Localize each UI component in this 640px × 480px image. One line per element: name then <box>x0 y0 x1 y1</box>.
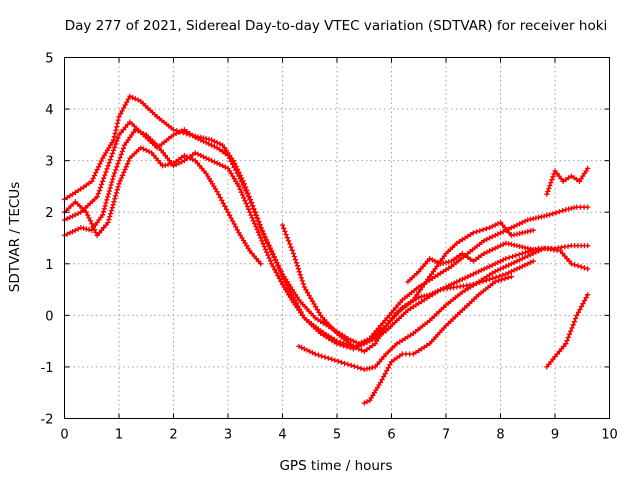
y-tick-label: -1 <box>41 361 54 376</box>
series-G-markers <box>405 240 542 285</box>
y-tick-label: 3 <box>45 155 53 170</box>
x-tick-label: 4 <box>278 428 286 443</box>
series-I <box>544 165 591 197</box>
x-tick-label: 9 <box>551 428 559 443</box>
chart-title: Day 277 of 2021, Sidereal Day-to-day VTE… <box>65 18 608 34</box>
x-tick-label: 10 <box>601 428 618 443</box>
axis-ticks: 0 1 2 3 4 5 6 7 8 9 10 -2 -1 0 1 2 3 4 5 <box>41 52 618 443</box>
x-tick-label: 7 <box>442 428 450 443</box>
y-tick-label: 2 <box>45 206 53 221</box>
series-H-markers <box>361 274 514 406</box>
y-tick-label: 0 <box>45 309 53 324</box>
x-tick-label: 3 <box>224 428 232 443</box>
x-tick-label: 6 <box>387 428 395 443</box>
y-tick-label: 1 <box>45 258 53 273</box>
series-G <box>405 240 542 285</box>
x-axis-label: GPS time / hours <box>279 458 392 474</box>
series-H <box>361 274 514 406</box>
x-tick-label: 0 <box>60 428 68 443</box>
series-I-markers <box>544 165 591 197</box>
y-tick-label: -2 <box>41 413 54 428</box>
x-tick-label: 8 <box>496 428 504 443</box>
series-E <box>296 245 591 373</box>
x-tick-label: 2 <box>169 428 177 443</box>
grid <box>64 57 610 419</box>
series-E-markers <box>296 245 591 373</box>
series-layer <box>61 93 591 406</box>
y-axis-label: SDTVAR / TECUs <box>7 182 23 292</box>
y-tick-label: 4 <box>45 103 53 118</box>
x-tick-label: 5 <box>333 428 341 443</box>
y-tick-label: 5 <box>45 52 53 67</box>
series-J-markers <box>544 292 591 370</box>
series-F-markers <box>279 222 536 355</box>
series-F <box>279 222 536 355</box>
x-tick-label: 1 <box>115 428 123 443</box>
series-J <box>544 292 591 370</box>
